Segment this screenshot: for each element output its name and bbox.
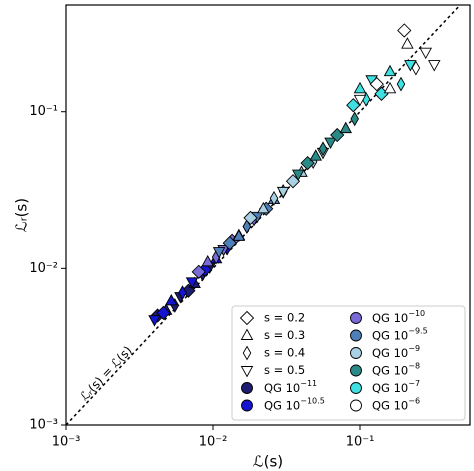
legend-label: s = 0.5 (264, 363, 305, 377)
data-point (353, 94, 367, 107)
data-point (353, 81, 367, 94)
data-point (419, 47, 433, 60)
data-point (346, 98, 361, 113)
data-point (397, 23, 412, 38)
y-axis-label: ℒᵣ(s) (13, 198, 31, 232)
legend-swatch (350, 399, 362, 412)
data-point (164, 293, 178, 306)
data-point (242, 219, 252, 234)
legend-label-base: QG 10 (372, 311, 408, 325)
data-point (191, 264, 206, 279)
data-point (309, 149, 323, 161)
data-point (222, 235, 237, 251)
legend-swatch (350, 312, 362, 324)
legend-label: QG 10−11 (264, 379, 317, 395)
data-point (401, 37, 414, 49)
data-point (318, 141, 328, 157)
legend-label: s = 0.3 (264, 328, 305, 342)
legend-label-base: QG 10 (264, 398, 300, 412)
data-point (269, 190, 279, 206)
x-tick-label: 10⁻³ (52, 435, 81, 450)
legend-label-exp: −10 (408, 309, 425, 318)
data-point (212, 247, 226, 259)
legend-label-base: QG 10 (372, 363, 408, 377)
legend-label-base: QG 10 (372, 328, 408, 342)
legend-swatch (350, 382, 362, 394)
legend-marker (240, 366, 254, 378)
legend-label-base: QG 10 (372, 381, 408, 395)
legend-marker (239, 310, 255, 326)
legend-swatch (241, 399, 253, 412)
legend-label: QG 10−10 (372, 309, 425, 325)
legend-marker (242, 345, 252, 361)
data-point (369, 76, 384, 92)
y-tick-label: 10⁻¹ (29, 104, 58, 119)
plot-frame (65, 4, 471, 426)
data-point (185, 277, 199, 289)
legend-label: QG 10−9.5 (372, 326, 428, 342)
legend-label-exp: −7 (408, 379, 420, 388)
legend-label: QG 10−8 (372, 361, 420, 377)
y-tick-label: 10⁻² (29, 261, 58, 276)
data-point (339, 121, 353, 134)
legend-label-exp: −11 (300, 379, 317, 388)
data-point (350, 111, 359, 127)
legend-label-exp: −9.5 (408, 326, 427, 335)
legend-label: QG 10−9 (372, 344, 420, 360)
data-point (243, 210, 258, 226)
data-point (324, 137, 337, 150)
legend-swatch (350, 347, 362, 359)
annotation: ℒᵣ(s) = ℒ(s) (77, 343, 135, 403)
data-point (383, 81, 397, 94)
legend-label-exp: −10.5 (300, 396, 325, 405)
data-point (396, 76, 406, 92)
data-point (156, 305, 171, 320)
legend-label-exp: −6 (408, 396, 420, 405)
legend-label: QG 10−7 (372, 379, 420, 395)
legend-label-exp: −9 (408, 344, 420, 353)
data-point (383, 64, 397, 77)
legend-label: s = 0.2 (264, 311, 305, 325)
data-point (257, 201, 270, 214)
data-point (232, 229, 246, 241)
legend-marker (240, 328, 254, 340)
data-point (428, 60, 441, 72)
x-axis-label: ℒ(s) (253, 453, 283, 471)
x-tick-label: 10⁻¹ (346, 435, 375, 450)
legend-label-base: QG 10 (264, 381, 300, 395)
data-point (411, 60, 421, 76)
data-point (291, 169, 305, 181)
legend-box (231, 305, 466, 421)
legend-swatch (241, 382, 253, 394)
legend-label-base: QG 10 (372, 398, 408, 412)
data-point (178, 285, 187, 301)
legend-swatch (350, 329, 362, 342)
legend-label-exp: −8 (408, 361, 420, 370)
legend-label-base: QG 10 (372, 346, 408, 360)
y-tick-label: 10⁻³ (29, 418, 58, 433)
data-point (201, 254, 214, 267)
data-point (276, 186, 290, 199)
legend-label: QG 10−10.5 (264, 396, 325, 412)
x-tick-label: 10⁻² (199, 435, 228, 450)
legend-label: QG 10−6 (372, 396, 420, 412)
data-point (148, 315, 161, 327)
legend-swatch (350, 364, 362, 377)
legend-label: s = 0.4 (264, 346, 305, 360)
